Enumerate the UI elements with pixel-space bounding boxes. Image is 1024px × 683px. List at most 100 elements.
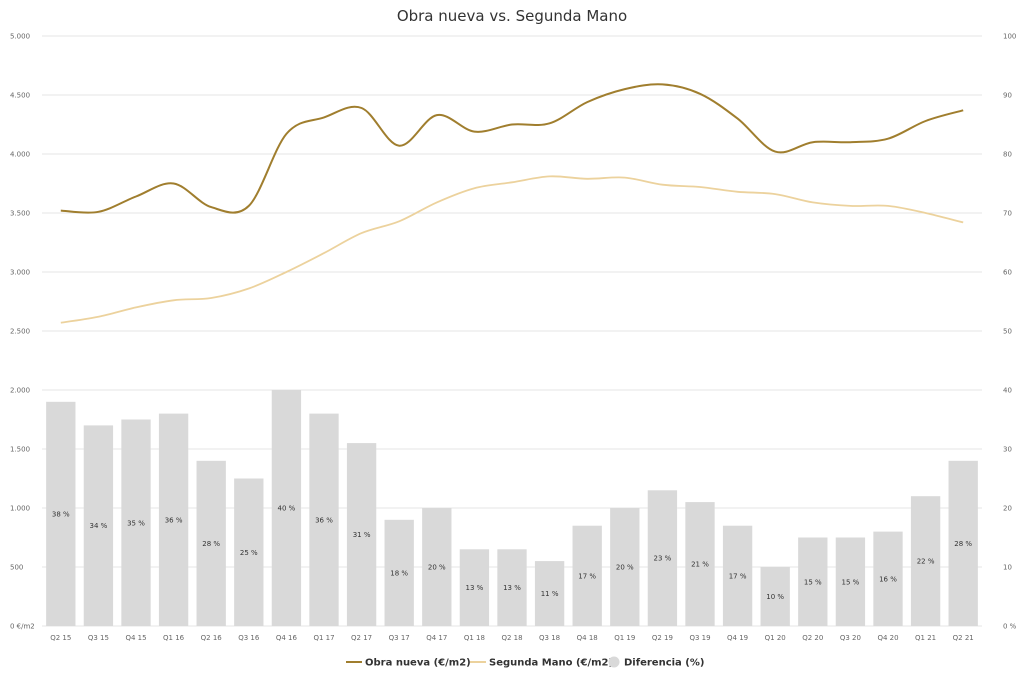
x-axis-tick-label: Q4 18: [577, 634, 598, 642]
left-axis-tick-label: 3.000: [10, 269, 30, 277]
bar-diferencia: [873, 531, 903, 626]
x-axis-tick-label: Q2 16: [201, 634, 223, 642]
x-axis-tick-label: Q2 21: [953, 634, 974, 642]
bar-data-label: 20 %: [428, 564, 446, 572]
bar-data-label: 20 %: [616, 564, 634, 572]
left-axis-tick-label: 4.000: [10, 151, 30, 159]
bar-data-label: 15 %: [842, 578, 860, 586]
bar-data-label: 35 %: [127, 519, 145, 527]
x-axis-tick-label: Q1 21: [915, 634, 936, 642]
x-axis-tick-label: Q3 19: [689, 634, 710, 642]
bar-diferencia: [309, 413, 339, 626]
bar-diferencia: [685, 502, 715, 626]
legend-dot-symbol: [608, 656, 620, 668]
bar-diferencia: [384, 519, 414, 626]
x-axis-tick-label: Q1 16: [163, 634, 185, 642]
bar-data-label: 38 %: [52, 510, 70, 518]
bar-data-label: 13 %: [503, 584, 521, 592]
bar-diferencia: [46, 401, 76, 626]
left-axis-tick-label: 1.000: [10, 505, 30, 513]
x-axis-tick-label: Q2 18: [501, 634, 522, 642]
x-axis-tick-label: Q3 15: [88, 634, 109, 642]
x-axis-tick-label: Q1 20: [765, 634, 786, 642]
legend-item-segunda-mano[interactable]: Segunda Mano (€/m2): [470, 658, 613, 669]
x-axis-tick-label: Q1 17: [313, 634, 334, 642]
bar-diferencia: [346, 443, 377, 626]
legend-item-obra-nueva[interactable]: Obra nueva (€/m2): [346, 658, 471, 669]
bar-data-label: 11 %: [541, 590, 559, 598]
right-axis-tick-label: 20: [1003, 505, 1012, 513]
bar-data-label: 36 %: [165, 516, 183, 524]
bar-data-label: 36 %: [315, 516, 333, 524]
bar-data-label: 21 %: [691, 561, 709, 569]
x-axis-tick-label: Q4 17: [426, 634, 447, 642]
x-axis-tick-label: Q3 18: [539, 634, 560, 642]
x-axis-tick-label: Q1 18: [464, 634, 485, 642]
chart-title: Obra nueva vs. Segunda Mano: [397, 7, 627, 25]
left-axis-tick-label: 1.500: [10, 446, 30, 454]
bar-data-label: 31 %: [353, 531, 371, 539]
legend-label: Obra nueva (€/m2): [365, 658, 471, 669]
x-axis-tick-label: Q3 20: [840, 634, 861, 642]
x-axis-tick-label: Q2 17: [351, 634, 372, 642]
bar-diferencia: [83, 425, 114, 626]
bar-diferencia: [121, 419, 151, 626]
legend-label: Segunda Mano (€/m2): [489, 658, 613, 669]
right-axis-tick-label: 0 %: [1003, 623, 1017, 631]
bar-data-label: 23 %: [654, 555, 672, 563]
bar-diferencia: [760, 567, 790, 626]
right-axis-tick-label: 60: [1003, 269, 1012, 277]
bar-diferencia: [234, 478, 264, 626]
left-axis-tick-label: 3.500: [10, 210, 30, 218]
right-axis-tick-label: 100: [1003, 33, 1016, 41]
bar-diferencia: [835, 537, 866, 626]
legend[interactable]: Obra nueva (€/m2) Segunda Mano (€/m2) Dife…: [346, 656, 705, 669]
right-axis-tick-label: 10: [1003, 564, 1012, 572]
right-axis: 0 % 10 20 30 40 50 60 70 80 90 100: [1003, 33, 1017, 631]
x-axis-tick-label: Q1 19: [614, 634, 635, 642]
bar-diferencia: [271, 390, 302, 626]
bar-data-label: 40 %: [278, 505, 296, 513]
bar-data-label: 13 %: [466, 584, 484, 592]
right-axis-tick-label: 30: [1003, 446, 1012, 454]
bar-data-label: 15 %: [804, 578, 822, 586]
line-series: [60, 83, 964, 324]
bar-data-label: 16 %: [879, 575, 897, 583]
left-axis-tick-label: 500: [10, 564, 23, 572]
bar-data-label: 25 %: [240, 549, 258, 557]
bar-diferencia: [798, 537, 828, 626]
bar-diferencia: [158, 413, 189, 626]
right-axis-tick-label: 90: [1003, 92, 1012, 100]
bar-diferencia: [610, 508, 640, 626]
legend-label: Diferencia (%): [624, 658, 704, 669]
left-axis-tick-label: 4.500: [10, 92, 30, 100]
bar-data-label: 17 %: [578, 572, 596, 580]
x-axis-tick-label: Q2 15: [50, 634, 71, 642]
left-axis-tick-label: 2.500: [10, 328, 30, 336]
bar-diferencia: [534, 561, 565, 626]
x-axis-tick-label: Q3 17: [389, 634, 410, 642]
line-obra-nueva: [60, 83, 964, 214]
bar-diferencia: [647, 490, 678, 626]
bar-data-label: 34 %: [90, 522, 108, 530]
bar-diferencia: [910, 496, 941, 626]
x-axis-tick-label: Q2 20: [802, 634, 823, 642]
bar-data-label: 22 %: [917, 558, 935, 566]
x-axis-tick-label: Q4 20: [877, 634, 898, 642]
bar-diferencia: [422, 508, 452, 626]
left-axis-tick-label: 2.000: [10, 387, 30, 395]
right-axis-tick-label: 40: [1003, 387, 1012, 395]
bar-diferencia: [948, 460, 978, 626]
bar-diferencia: [497, 549, 527, 626]
bar-data-label: 17 %: [729, 572, 747, 580]
right-axis-tick-label: 50: [1003, 328, 1012, 336]
x-axis-tick-label: Q3 16: [238, 634, 260, 642]
right-axis-tick-label: 70: [1003, 210, 1012, 218]
bar-data-label: 28 %: [954, 540, 972, 548]
left-axis-tick-label: 5.000: [10, 33, 30, 41]
left-axis: 0 €/m2 500 1.000 1.500 2.000 2.500 3.000 3.500 4…: [10, 33, 35, 631]
legend-item-diferencia[interactable]: Diferencia (%): [608, 656, 705, 669]
bar-diferencia: [572, 525, 602, 626]
